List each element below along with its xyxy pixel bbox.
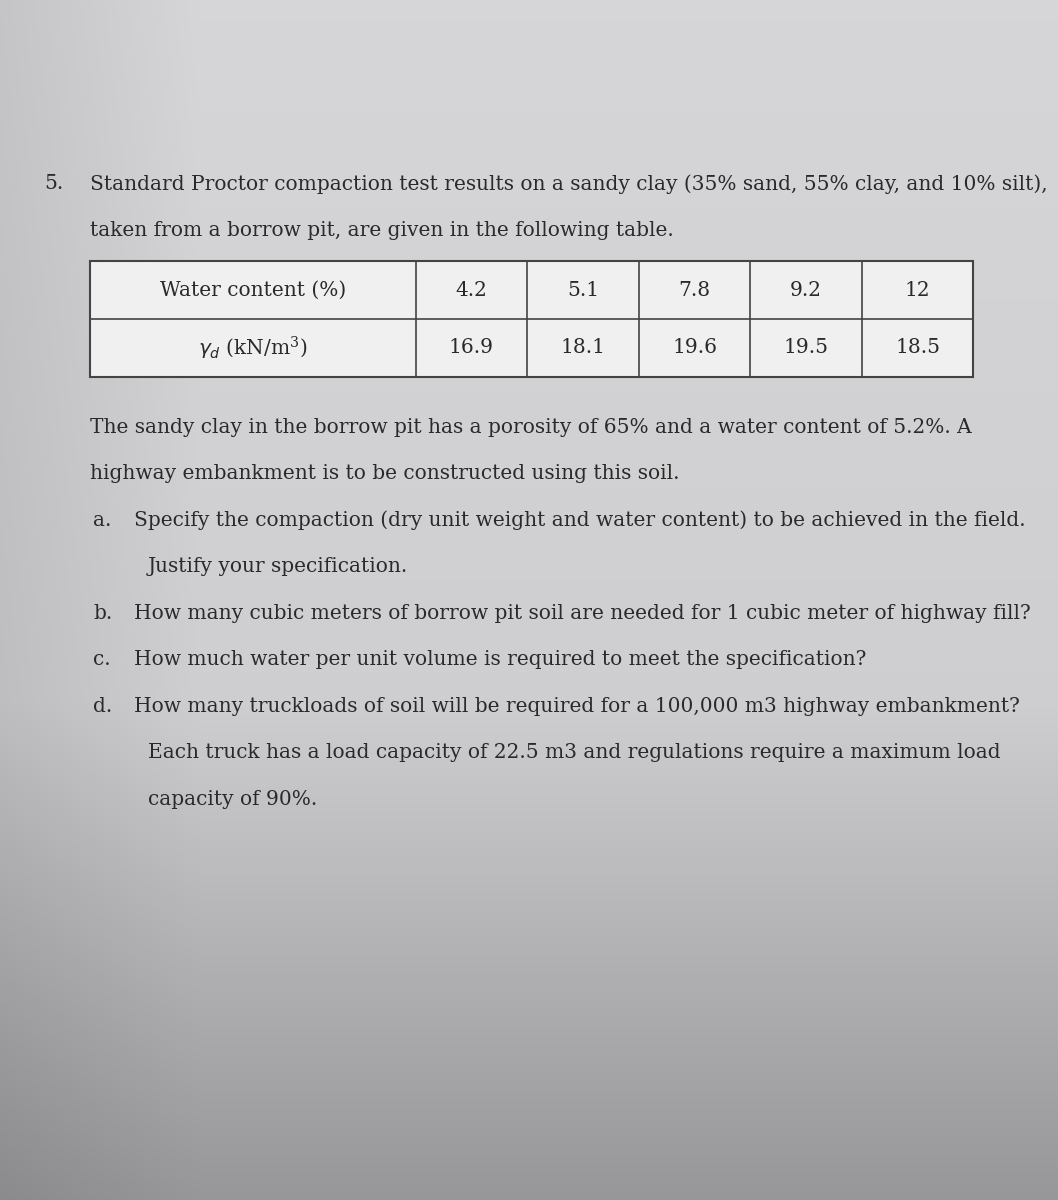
Bar: [90, 262, 973, 377]
Text: a.: a.: [93, 511, 111, 529]
Text: d.: d.: [93, 697, 112, 715]
Text: 4.2: 4.2: [456, 281, 488, 300]
Text: How many truckloads of soil will be required for a 100,000 m3 highway embankment: How many truckloads of soil will be requ…: [134, 697, 1020, 715]
Text: 16.9: 16.9: [449, 338, 494, 358]
Text: 19.5: 19.5: [784, 338, 828, 358]
Text: 5.: 5.: [44, 174, 63, 193]
Text: 18.5: 18.5: [895, 338, 941, 358]
Text: taken from a borrow pit, are given in the following table.: taken from a borrow pit, are given in th…: [90, 221, 674, 240]
Text: How much water per unit volume is required to meet the specification?: How much water per unit volume is requir…: [134, 650, 867, 670]
Text: Each truck has a load capacity of 22.5 m3 and regulations require a maximum load: Each truck has a load capacity of 22.5 m…: [148, 743, 1001, 762]
Text: c.: c.: [93, 650, 111, 670]
Text: 7.8: 7.8: [678, 281, 711, 300]
Text: 5.1: 5.1: [567, 281, 599, 300]
Text: The sandy clay in the borrow pit has a porosity of 65% and a water content of 5.: The sandy clay in the borrow pit has a p…: [90, 418, 971, 437]
Text: $\gamma_d\ \mathregular{(kN/m^3)}$: $\gamma_d\ \mathregular{(kN/m^3)}$: [198, 335, 308, 361]
Text: Justify your specification.: Justify your specification.: [148, 557, 408, 576]
Text: How many cubic meters of borrow pit soil are needed for 1 cubic meter of highway: How many cubic meters of borrow pit soil…: [134, 604, 1032, 623]
Text: highway embankment is to be constructed using this soil.: highway embankment is to be constructed …: [90, 464, 679, 484]
Text: 12: 12: [905, 281, 930, 300]
Text: 19.6: 19.6: [672, 338, 717, 358]
Text: b.: b.: [93, 604, 112, 623]
Text: Specify the compaction (dry unit weight and water content) to be achieved in the: Specify the compaction (dry unit weight …: [134, 511, 1026, 530]
Text: capacity of 90%.: capacity of 90%.: [148, 790, 317, 809]
Bar: [90, 262, 973, 377]
Text: Water content (%): Water content (%): [160, 281, 346, 300]
Text: 9.2: 9.2: [790, 281, 822, 300]
Text: 18.1: 18.1: [561, 338, 605, 358]
Text: Standard Proctor compaction test results on a sandy clay (35% sand, 55% clay, an: Standard Proctor compaction test results…: [90, 174, 1047, 193]
